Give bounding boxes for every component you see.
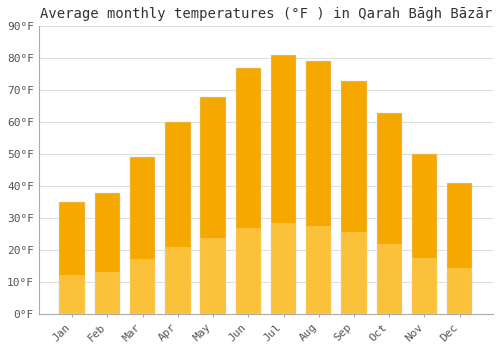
Bar <box>376 244 402 314</box>
Bar <box>412 154 437 314</box>
Bar <box>60 202 85 314</box>
Bar <box>306 226 332 314</box>
Bar <box>130 259 156 314</box>
Bar <box>376 113 402 314</box>
Bar <box>94 272 120 314</box>
Bar <box>236 68 261 314</box>
Title: Average monthly temperatures (°F ) in Qarah Bāgh Bāzār: Average monthly temperatures (°F ) in Qa… <box>40 7 492 21</box>
Bar <box>306 62 332 314</box>
Bar <box>200 97 226 314</box>
Bar <box>412 258 437 314</box>
Bar <box>130 158 156 314</box>
Bar <box>165 122 190 314</box>
Bar <box>94 193 120 314</box>
Bar <box>236 228 261 314</box>
Bar <box>271 223 296 314</box>
Bar <box>271 55 296 314</box>
Bar <box>447 268 472 314</box>
Bar <box>200 238 226 314</box>
Bar <box>60 275 85 314</box>
Bar <box>342 80 366 314</box>
Bar <box>342 232 366 314</box>
Bar <box>165 247 190 314</box>
Bar <box>447 183 472 314</box>
